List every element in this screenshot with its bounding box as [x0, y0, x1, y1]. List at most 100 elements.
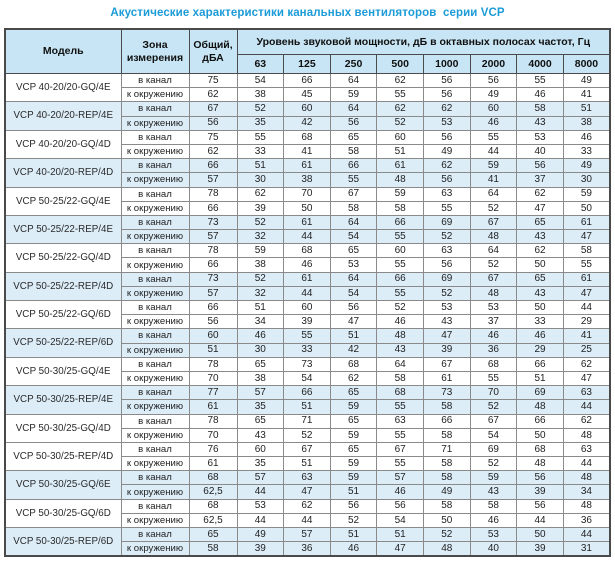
measurement-zone-cell: к окружению	[120, 200, 190, 216]
total-dba-cell: 66	[188, 257, 238, 273]
table-row: VCP 50-30/25-GQ/4E в канал 78 65 73 68 64 67 68 6…	[4, 356, 611, 387]
spl-value-cell: 52	[423, 526, 471, 543]
spl-value-cell: 58	[469, 498, 518, 514]
spl-value-cell: 49	[236, 526, 285, 543]
spl-value-cell: 44	[283, 285, 331, 302]
spl-value-cell: 62	[283, 498, 331, 514]
spl-value-cell: 30	[236, 342, 285, 358]
table-row: к окружению 57 30 38 55 48 56 41 37 30	[5, 172, 611, 188]
table-row: VCP 50-25/22-GQ/6D в канал 66 51 60 56 52 53 53 5…	[4, 299, 611, 330]
spl-value-cell: 49	[423, 143, 471, 160]
spl-value-cell: 58	[329, 143, 378, 160]
spl-value-cell: 55	[376, 456, 424, 472]
total-dba-cell: 58	[188, 541, 238, 557]
total-dba-cell: 62	[188, 143, 238, 160]
total-dba-cell: 65	[188, 526, 238, 543]
spl-value-cell: 55	[376, 87, 424, 103]
table-row: VCP 50-30/25-REP/6D в канал 65 49 57 51 51 52 53…	[4, 526, 611, 557]
spl-value-cell: 59	[329, 87, 378, 103]
spl-value-cell: 63	[562, 385, 611, 401]
spl-value-cell: 40	[469, 541, 518, 557]
total-dba-cell: 62,5	[188, 512, 238, 529]
spl-value-cell: 44	[562, 399, 611, 415]
table-row: к окружению 61 35 51 59 55 58 52 48 44	[5, 399, 611, 415]
spl-value-cell: 67	[283, 441, 331, 458]
spl-value-cell: 66	[283, 72, 331, 89]
spl-value-cell: 62	[516, 186, 564, 202]
measurement-zone-cell: к окружению	[120, 229, 190, 245]
table-row: к окружению 61 35 51 59 55 58 52 48 44	[5, 456, 611, 472]
spl-value-cell: 51	[376, 526, 424, 543]
spl-value-cell: 56	[423, 72, 471, 89]
spl-value-cell: 47	[562, 229, 611, 245]
spl-value-cell: 70	[469, 385, 518, 401]
spl-value-cell: 53	[329, 257, 378, 273]
table-body: VCP 40-20/20-GQ/4E в канал 75 54 66 64 62 56 56 5…	[4, 72, 611, 557]
spl-value-cell: 64	[469, 243, 518, 259]
spl-value-cell: 35	[236, 399, 285, 415]
spl-value-cell: 59	[562, 186, 611, 202]
model-name-cell: VCP 50-30/25-REP/4D	[4, 441, 122, 472]
spl-value-cell: 59	[329, 399, 378, 415]
total-dba-cell: 57	[188, 229, 238, 245]
spl-value-cell: 67	[469, 271, 518, 287]
spl-value-cell: 25	[562, 342, 611, 358]
table-row: VCP 50-30/25-GQ/6D в канал 68 53 62 56 56 58 58 5…	[4, 498, 611, 529]
spl-value-cell: 51	[329, 328, 378, 344]
spl-value-cell: 48	[562, 427, 611, 443]
spl-value-cell: 62	[376, 101, 424, 117]
spl-value-cell: 46	[516, 328, 564, 344]
spl-value-cell: 53	[236, 498, 285, 514]
total-dba-cell: 56	[188, 115, 238, 131]
total-dba-cell: 77	[188, 385, 238, 401]
measurement-zone-cell: в канал	[120, 271, 190, 287]
spl-value-cell: 71	[283, 413, 331, 429]
spl-value-cell: 56	[423, 87, 471, 103]
spl-value-cell: 48	[516, 399, 564, 415]
table-row: VCP 40-20/20-REP/4E в канал 67 52 60 64 62 62 60…	[4, 101, 611, 131]
spl-value-cell: 38	[283, 172, 331, 188]
spl-value-cell: 54	[283, 370, 331, 387]
spl-value-cell: 51	[236, 299, 285, 316]
spl-value-cell: 39	[516, 541, 564, 557]
spl-value-cell: 44	[469, 143, 518, 160]
spl-value-cell: 55	[236, 129, 285, 145]
spl-value-cell: 56	[423, 172, 471, 188]
spl-value-cell: 50	[562, 200, 611, 216]
table-row: к окружению 62 33 41 58 51 49 44 40 33	[5, 143, 611, 160]
spl-value-cell: 39	[236, 200, 285, 216]
spl-value-cell: 53	[516, 129, 564, 145]
spl-value-cell: 44	[562, 456, 611, 472]
spl-value-cell: 61	[562, 214, 611, 231]
spl-value-cell: 62	[516, 243, 564, 259]
measurement-zone-cell: к окружению	[120, 541, 190, 557]
total-dba-cell: 70	[188, 370, 238, 387]
total-dba-cell: 78	[188, 356, 238, 372]
table-row: VCP 40-20/20-REP/4D в канал 66 51 61 66 61 62 59…	[4, 158, 611, 188]
spl-value-cell: 46	[469, 328, 518, 344]
spl-value-cell: 63	[423, 243, 471, 259]
spl-value-cell: 44	[236, 484, 285, 500]
spl-value-cell: 50	[283, 200, 331, 216]
spl-value-cell: 45	[283, 87, 331, 103]
spl-value-cell: 44	[516, 512, 564, 529]
spl-value-cell: 51	[283, 399, 331, 415]
spl-value-cell: 69	[516, 385, 564, 401]
header-model: Модель	[4, 28, 122, 74]
spl-value-cell: 33	[283, 342, 331, 358]
spl-value-cell: 46	[376, 484, 424, 500]
model-name-cell: VCP 50-25/22-REP/4E	[4, 214, 122, 245]
total-dba-cell: 76	[188, 441, 238, 458]
spl-value-cell: 38	[236, 87, 285, 103]
spl-value-cell: 58	[329, 200, 378, 216]
spl-value-cell: 46	[562, 129, 611, 145]
spl-value-cell: 31	[562, 541, 611, 557]
total-dba-cell: 73	[188, 271, 238, 287]
spl-value-cell: 42	[283, 115, 331, 131]
model-name-cell: VCP 40-20/20-GQ/4D	[4, 129, 122, 160]
measurement-zone-cell: к окружению	[120, 484, 190, 500]
spl-value-cell: 47	[516, 200, 564, 216]
acoustic-characteristics-table: Модель Зона измерения Общий, дБА Уровень…	[4, 28, 611, 558]
spl-value-cell: 60	[283, 101, 331, 117]
